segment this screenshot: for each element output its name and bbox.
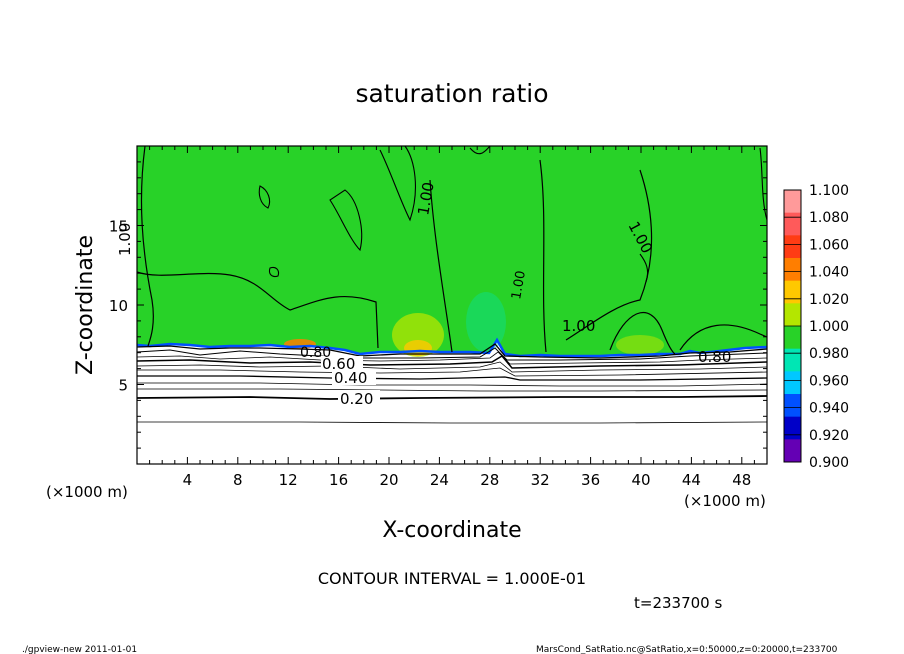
y-tick-label: 15: [109, 218, 128, 236]
colorbar-swatch: [784, 280, 801, 304]
y-axis: 5 10 15: [109, 161, 767, 449]
x-tick-label: 24: [430, 471, 449, 489]
colorbar-swatch: [784, 416, 801, 440]
cyan-patch: [466, 292, 506, 352]
x-tick-label: 48: [732, 471, 751, 489]
contour-label: 1.00: [509, 270, 529, 301]
x-axis-label: X-coordinate: [382, 518, 521, 543]
x-tick-label: 40: [631, 471, 650, 489]
colorbar-label: 1.080: [809, 210, 849, 226]
green-saturated-region: [137, 146, 767, 356]
colorbar-label: 0.960: [809, 373, 849, 389]
contour-label: 0.20: [340, 390, 373, 408]
colorbar-swatch: [784, 394, 801, 418]
colorbar-label: 0.980: [809, 346, 849, 362]
x-tick-label: 16: [329, 471, 348, 489]
colorbar-label: 0.940: [809, 401, 849, 417]
time-label: t=233700 s: [634, 594, 722, 612]
contour-label: 1.00: [116, 223, 134, 256]
x-tick-label: 8: [233, 471, 243, 489]
x-unit-right: (×1000 m): [684, 492, 766, 510]
y-tick-label: 10: [109, 297, 128, 315]
footer-right: MarsCond_SatRatio.nc@SatRatio,x=0:50000,…: [536, 645, 838, 654]
colorbar: 1.100 1.080 1.060 1.040 1.020 1.000 0.980 0.960…: [783, 183, 849, 471]
contour-lines: [136, 145, 768, 424]
x-axis: 4 8 12 16 20 24 28 32 36 40 44 48: [149, 146, 755, 489]
x-tick-label: 32: [531, 471, 550, 489]
x-tick-label: 12: [279, 471, 298, 489]
contour-label: 0.80: [300, 345, 331, 361]
colorbar-swatch: [784, 326, 801, 350]
colorbar-label: 1.100: [809, 183, 849, 199]
contour-label: 1.00: [414, 181, 438, 217]
colorbar-label: 1.000: [809, 319, 849, 335]
colorbar-label: 1.040: [809, 265, 849, 281]
x-tick-label: 20: [379, 471, 398, 489]
y-axis-label: Z-coordinate: [73, 235, 98, 375]
contour-label: 0.40: [334, 369, 367, 387]
x-tick-label: 28: [480, 471, 499, 489]
x-tick-label: 44: [682, 471, 701, 489]
colorbar-swatch: [784, 371, 801, 395]
colorbar-swatch: [784, 190, 801, 214]
x-tick-label: 4: [183, 471, 193, 489]
colorbar-label: 1.020: [809, 292, 849, 308]
blue-edge: [136, 337, 768, 358]
x-unit-left: (×1000 m): [46, 483, 128, 501]
x-tick-label: 36: [581, 471, 600, 489]
contour-label: 1.00: [562, 317, 595, 335]
colorbar-swatch: [784, 258, 801, 282]
light-green-patch-right: [616, 335, 664, 355]
footer-left: ./gpview-new 2011-01-01: [22, 645, 137, 654]
contour-label: 0.80: [698, 348, 731, 366]
plot-area: 0.20 0.40 0.60 0.80 1.00 1.00 1.00 1.00 …: [116, 145, 768, 465]
colorbar-swatch: [784, 303, 801, 327]
contour-interval-text: CONTOUR INTERVAL = 1.000E-01: [318, 569, 586, 588]
y-tick-label: 5: [118, 377, 128, 395]
colorbar-swatch: [784, 212, 801, 236]
contour-label: 0.60: [322, 355, 355, 373]
colorbar-swatch: [784, 439, 801, 463]
colorbar-swatch: [784, 235, 801, 259]
colorbar-label: 0.920: [809, 428, 849, 444]
colorbar-label: 0.900: [809, 455, 849, 471]
colorbar-swatch: [784, 348, 801, 372]
colorbar-label: 1.060: [809, 237, 849, 253]
chart-title: saturation ratio: [355, 79, 548, 108]
